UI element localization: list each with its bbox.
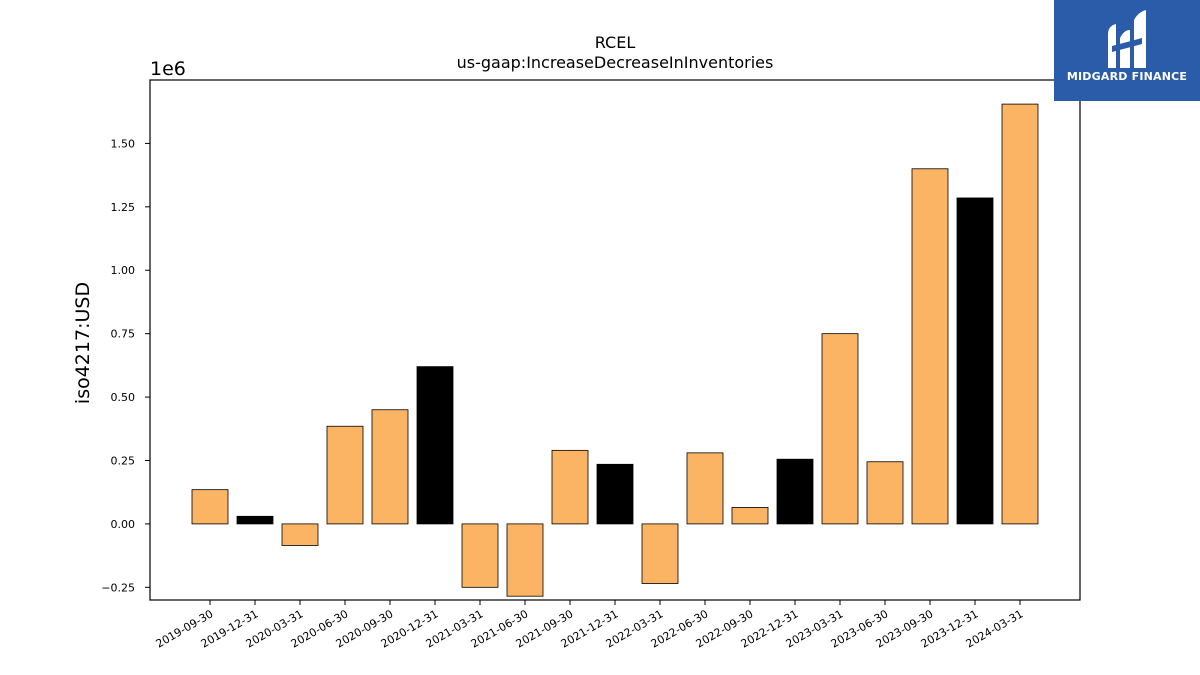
bar-2022-09-30 — [731, 507, 769, 525]
bar-2022-12-31 — [776, 458, 814, 525]
bars-group — [191, 103, 1039, 597]
y-tick-label: 1.00 — [111, 264, 136, 277]
bar-2020-06-30 — [326, 425, 364, 525]
y-tick-label: 0.00 — [111, 518, 136, 531]
bar-2022-06-30 — [686, 452, 724, 525]
bar-2021-06-30 — [506, 523, 544, 597]
bar-2024-03-31 — [1001, 103, 1039, 525]
y-ticks-group: −0.25 0.00 0.25 0.50 0.75 1.00 1.25 1.50 — [101, 137, 150, 594]
bar-2023-06-30 — [866, 461, 904, 525]
y-tick-label: 1.50 — [111, 137, 136, 150]
bar-2021-03-31 — [461, 523, 499, 588]
bar-2019-09-30 — [191, 489, 229, 525]
plot-frame — [149, 79, 1081, 601]
bar-2023-09-30 — [911, 168, 949, 525]
bar-2020-09-30 — [371, 409, 409, 525]
bar-2019-12-31 — [236, 515, 274, 525]
bar-2021-09-30 — [551, 449, 589, 525]
bar-2021-12-31 — [596, 463, 634, 525]
bar-2023-12-31 — [956, 197, 994, 525]
y-tick-label: −0.25 — [101, 581, 135, 594]
y-axis-label: iso4217:USD — [72, 282, 94, 404]
logo-text: MIDGARD FINANCE — [1066, 70, 1188, 83]
bar-2022-03-31 — [641, 523, 679, 584]
bar-2023-03-31 — [821, 333, 859, 525]
y-tick-label: 1.25 — [111, 201, 136, 214]
bar-2020-12-31 — [416, 366, 454, 525]
bar-2020-03-31 — [281, 523, 319, 546]
chart-title: RCEL — [595, 33, 636, 52]
x-ticks-group: 2019-09-302019-12-312020-03-312020-06-30… — [154, 600, 1026, 651]
y-tick-label: 0.25 — [111, 454, 136, 467]
y-tick-label: 0.75 — [111, 328, 136, 341]
y-scale-label: 1e6 — [150, 58, 186, 80]
y-tick-label: 0.50 — [111, 391, 136, 404]
midgard-logo-icon — [1108, 10, 1146, 68]
chart-subtitle: us-gaap:IncreaseDecreaseInInventories — [457, 53, 774, 72]
midgard-finance-logo: MIDGARD FINANCE — [1054, 0, 1200, 101]
